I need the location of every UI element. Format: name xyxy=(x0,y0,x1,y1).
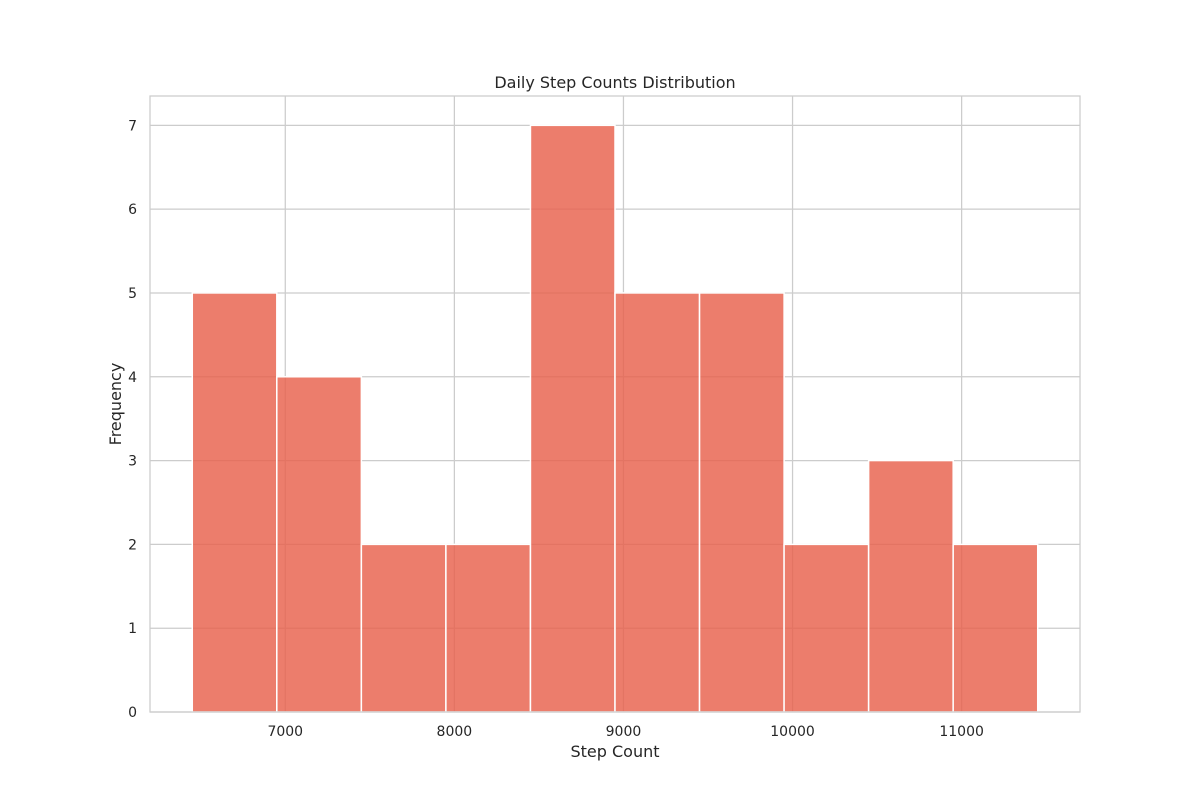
x-tick-label: 11000 xyxy=(939,724,984,740)
plot-frame xyxy=(149,95,1081,713)
y-tick-label: 1 xyxy=(128,621,137,637)
histogram-bar xyxy=(191,292,278,713)
histogram-bar xyxy=(360,543,447,713)
x-tick-label: 7000 xyxy=(267,724,303,740)
chart-title: Daily Step Counts Distribution xyxy=(494,73,735,92)
histogram-bar xyxy=(529,124,616,713)
histogram-bar xyxy=(276,376,363,713)
histogram-bars xyxy=(191,124,1039,713)
y-axis-ticks: 0 1 2 3 4 5 6 7 xyxy=(128,118,137,721)
histogram-bar xyxy=(445,543,532,713)
y-axis-title: Frequency xyxy=(106,363,125,446)
x-tick-label: 9000 xyxy=(606,724,642,740)
x-tick-label: 8000 xyxy=(437,724,473,740)
x-axis-title: Step Count xyxy=(570,742,659,761)
y-tick-label: 5 xyxy=(128,286,137,302)
y-tick-label: 6 xyxy=(128,202,137,218)
x-tick-label: 10000 xyxy=(770,724,815,740)
y-tick-label: 4 xyxy=(128,370,137,386)
y-tick-label: 7 xyxy=(128,118,137,134)
histogram-bar xyxy=(614,292,701,713)
histogram-bar xyxy=(952,543,1039,713)
histogram-bar xyxy=(867,459,954,713)
y-tick-label: 0 xyxy=(128,705,137,721)
x-axis-ticks: 7000 8000 9000 10000 11000 xyxy=(267,724,983,740)
histogram-bar xyxy=(698,292,785,713)
y-tick-label: 2 xyxy=(128,537,137,553)
y-tick-label: 3 xyxy=(128,454,137,470)
histogram-bar xyxy=(783,543,870,713)
